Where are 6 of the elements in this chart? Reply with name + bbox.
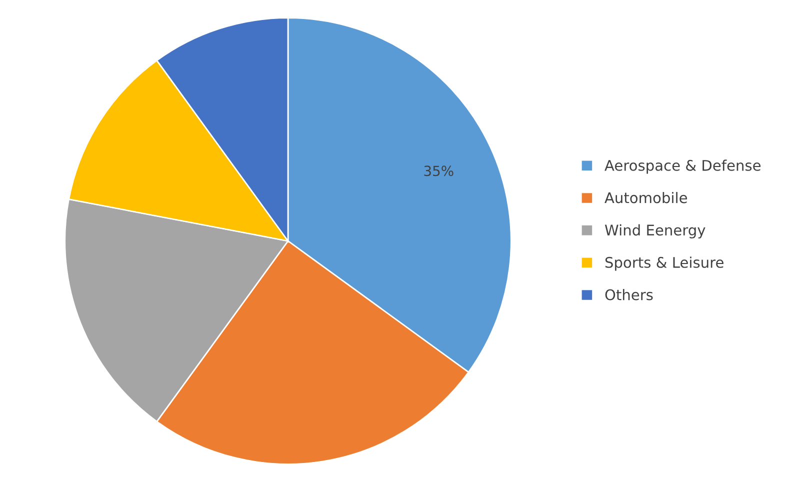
data-label: 35% (424, 166, 454, 176)
legend-label: Automobile (604, 192, 688, 204)
legend-label: Sports & Leisure (605, 256, 724, 271)
legend-label: Others (605, 288, 653, 300)
legend-label: Aerospace & Defense (604, 160, 761, 174)
legend-label: Wind Eenergy (604, 224, 706, 238)
